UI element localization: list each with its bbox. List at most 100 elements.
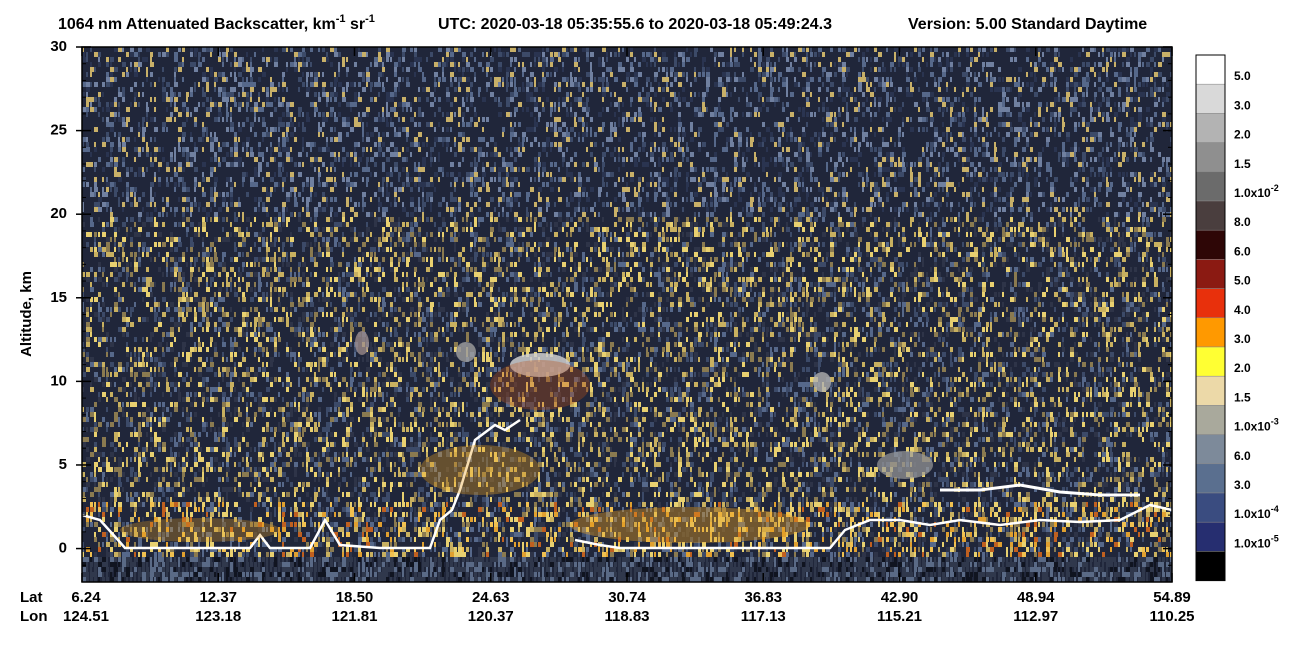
noise-cell [426,567,428,572]
noise-cell [158,522,161,527]
noise-cell [86,577,89,582]
noise-cell [86,312,89,317]
noise-cell [270,147,273,152]
noise-cell [102,532,106,537]
noise-cell [274,352,277,357]
noise-cell [210,422,214,427]
noise-cell [102,482,105,487]
noise-cell [426,322,428,327]
noise-cell [94,182,97,187]
noise-cell [274,262,276,267]
noise-cell [286,572,290,577]
noise-cell [262,427,265,432]
noise-cell [306,562,309,567]
noise-cell [230,562,233,567]
noise-cell [438,77,441,82]
noise-cell [414,372,416,377]
noise-cell [298,112,301,117]
noise-cell [418,287,420,292]
noise-cell [338,352,341,357]
noise-cell [426,517,430,522]
noise-cell [306,297,310,302]
noise-cell [138,67,140,72]
noise-cell [266,572,269,577]
noise-cell [426,372,429,377]
noise-cell [234,502,238,507]
noise-cell [302,567,304,572]
noise-cell [334,242,337,247]
noise-cell [98,267,101,272]
noise-cell [126,382,129,387]
noise-cell [130,432,133,437]
noise-cell [222,487,226,492]
noise-cell [430,267,433,272]
noise-cell [122,532,126,537]
noise-cell [306,467,308,472]
noise-cell [266,197,270,202]
noise-cell [210,397,214,402]
noise-cell [378,297,381,302]
noise-cell [342,322,344,327]
noise-cell [122,122,126,127]
noise-cell [234,137,237,142]
noise-cell [310,572,312,577]
noise-cell [342,57,345,62]
noise-cell [274,547,277,552]
noise-cell [178,397,181,402]
noise-cell [410,482,413,487]
noise-cell [318,367,320,372]
noise-cell [214,432,217,437]
noise-cell [358,47,360,52]
noise-cell [130,262,132,267]
noise-cell [294,162,297,167]
noise-cell [310,232,314,237]
noise-cell [322,472,324,477]
noise-cell [402,237,406,242]
noise-cell [102,312,105,317]
noise-cell [242,77,244,82]
noise-cell [246,77,248,82]
noise-cell [106,222,109,227]
noise-cell [430,577,434,582]
noise-cell [234,102,237,107]
noise-cell [306,112,309,117]
noise-cell [246,142,249,147]
noise-cell [402,312,405,317]
noise-cell [354,487,357,492]
noise-cell [294,192,296,197]
noise-cell [422,192,424,197]
noise-cell [86,322,90,327]
noise-cell [114,497,117,502]
noise-cell [186,407,188,412]
noise-cell [310,502,314,507]
noise-cell [142,557,145,562]
noise-cell [130,242,133,247]
noise-cell [362,517,364,522]
noise-cell [214,117,218,122]
noise-cell [382,62,384,67]
noise-cell [370,417,374,422]
noise-cell [238,137,240,142]
noise-cell [134,347,136,352]
noise-cell [262,237,265,242]
noise-cell [146,527,148,532]
noise-cell [142,167,144,172]
noise-cell [418,242,420,247]
noise-cell [86,562,88,567]
noise-cell [262,477,266,482]
noise-cell [250,97,252,102]
noise-cell [430,372,432,377]
noise-cell [186,287,188,292]
noise-cell [98,542,100,547]
noise-cell [402,442,406,447]
noise-cell [94,577,97,582]
noise-cell [290,272,292,277]
noise-cell [202,237,204,242]
noise-cell [370,357,374,362]
noise-cell [178,67,182,72]
noise-cell [314,192,317,197]
noise-cell [270,237,272,242]
noise-cell [394,287,396,292]
noise-cell [298,77,302,82]
noise-cell [222,497,224,502]
